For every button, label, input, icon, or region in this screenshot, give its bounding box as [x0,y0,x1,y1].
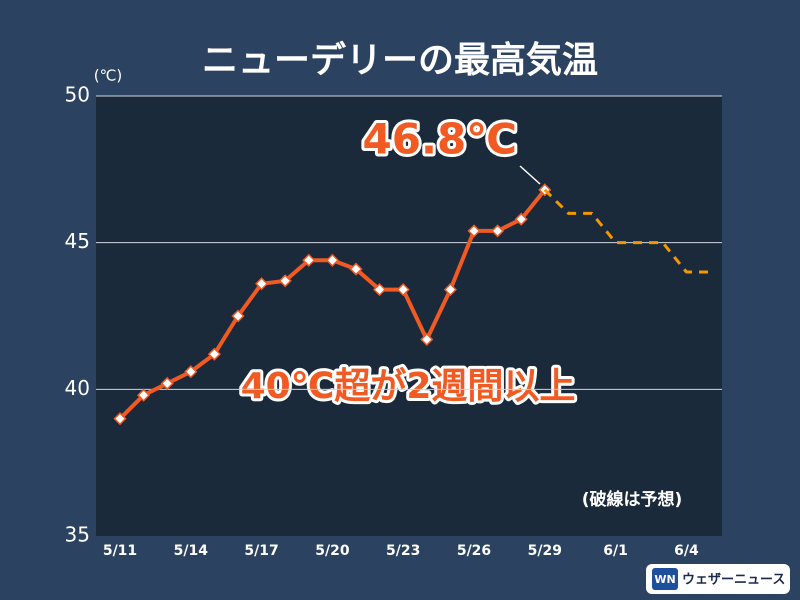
data-marker [491,224,505,238]
data-marker [514,212,528,226]
x-tick-label: 5/14 [174,543,209,559]
y-tick-label: 40 [65,376,90,400]
leader-line [519,165,541,185]
x-tick-label: 5/23 [386,543,420,559]
data-label: 46.8℃ [363,114,518,163]
data-marker [231,309,245,323]
data-marker [349,262,363,276]
data-marker [396,283,410,297]
y-tick-label: 50 [65,83,90,107]
y-axis-label: (℃) [94,67,123,85]
x-tick-label: 5/20 [315,543,350,559]
data-marker [160,376,174,391]
data-marker [113,412,127,426]
source-logo: WN ウェザーニュース [646,564,790,594]
data-marker [420,332,434,347]
logo-text: ウェザーニュース [682,573,785,588]
logo-icon [652,568,678,590]
x-tick-label: 6/1 [603,543,628,559]
data-marker [325,253,339,267]
data-marker [302,253,316,267]
data-marker [255,277,269,291]
data-marker [278,274,292,288]
data-marker [443,283,457,297]
series-line [543,188,710,274]
y-tick-label: 45 [65,229,90,253]
x-tick-label: 6/4 [674,543,699,559]
logo-box [646,564,790,594]
x-tick-label: 5/26 [457,543,491,559]
x-tick-label: 5/29 [528,543,562,559]
plot-area [96,96,722,536]
data-marker [137,388,151,402]
data-marker [207,347,221,361]
data-marker [184,365,198,379]
annotation: (破線は予想) [582,489,683,510]
data-marker [467,224,481,238]
logo-mark: WN [654,573,675,586]
data-marker [373,283,387,297]
chart-title: ニューデリーの最高気温 [202,39,598,81]
x-tick-label: 5/17 [244,543,278,559]
x-tick-label: 5/11 [103,543,137,559]
y-tick-label: 35 [65,523,90,547]
annotation: 40℃超が2週間以上 [241,366,576,407]
